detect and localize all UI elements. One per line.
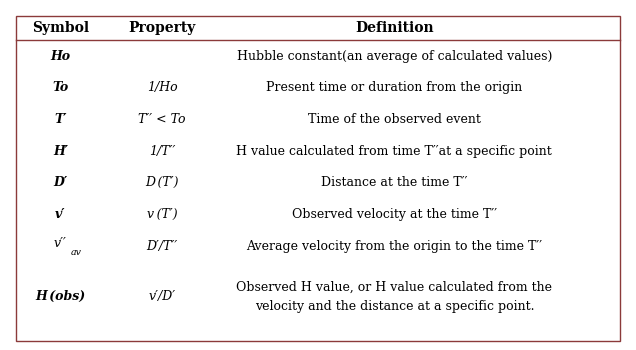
Text: To: To: [52, 81, 69, 94]
Text: 1/T′′: 1/T′′: [149, 145, 176, 158]
Text: Definition: Definition: [355, 21, 434, 35]
Text: T′: T′: [54, 113, 67, 126]
Text: Present time or duration from the origin: Present time or duration from the origin: [266, 81, 522, 94]
Text: Average velocity from the origin to the time T′′: Average velocity from the origin to the …: [246, 240, 543, 253]
Text: v (T′): v (T′): [147, 208, 177, 221]
Text: H′: H′: [53, 145, 68, 158]
Text: v′/D′: v′/D′: [149, 290, 176, 303]
Text: H (obs): H (obs): [36, 290, 85, 303]
Text: T′′ < To: T′′ < To: [139, 113, 186, 126]
Text: Distance at the time T′′: Distance at the time T′′: [321, 176, 467, 189]
Text: Time of the observed event: Time of the observed event: [308, 113, 481, 126]
Text: Property: Property: [128, 21, 196, 35]
Text: D′/T′′: D′/T′′: [146, 240, 178, 253]
Text: Symbol: Symbol: [32, 21, 89, 35]
Text: D′: D′: [53, 176, 67, 189]
Text: v′: v′: [55, 208, 66, 221]
Text: av: av: [71, 248, 82, 257]
Text: Ho: Ho: [50, 50, 71, 63]
Text: Observed H value, or H value calculated from the
velocity and the distance at a : Observed H value, or H value calculated …: [237, 281, 552, 313]
Text: 1/Ho: 1/Ho: [147, 81, 177, 94]
Text: v′′: v′′: [54, 237, 67, 250]
Text: Observed velocity at the time T′′: Observed velocity at the time T′′: [292, 208, 497, 221]
Text: Hubble constant(an average of calculated values): Hubble constant(an average of calculated…: [237, 50, 552, 63]
Text: H value calculated from time T′′at a specific point: H value calculated from time T′′at a spe…: [237, 145, 552, 158]
Text: D (T′): D (T′): [146, 176, 179, 189]
